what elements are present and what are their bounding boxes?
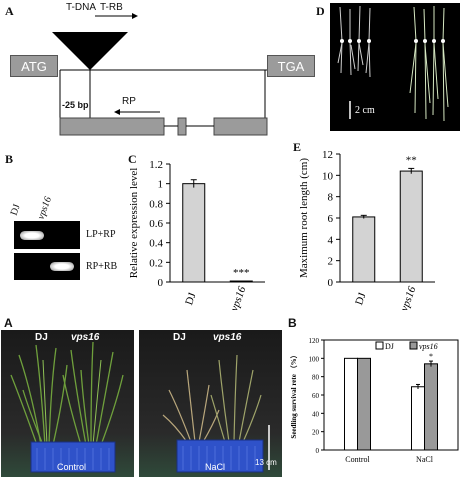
y-tick-label: 20 bbox=[312, 429, 320, 437]
exon-1 bbox=[59, 117, 165, 136]
y-tick-label: 0 bbox=[158, 277, 164, 289]
gel-band bbox=[50, 262, 74, 271]
panel-b2-label: B bbox=[288, 316, 297, 330]
significance-label: * bbox=[429, 352, 433, 361]
nacl-label: NaCl bbox=[205, 462, 226, 472]
y-tick-label: 12 bbox=[322, 149, 333, 161]
bar bbox=[182, 183, 206, 283]
atg-box: ATG bbox=[10, 55, 58, 77]
y-tick-label: 10 bbox=[322, 170, 334, 182]
seedling-photo: 2 cm bbox=[330, 3, 460, 131]
control-label: Control bbox=[57, 462, 87, 472]
legend-swatch bbox=[409, 341, 418, 350]
control-dj-label: DJ bbox=[35, 332, 48, 343]
significance-label: ** bbox=[406, 154, 417, 166]
y-tick-label: 0 bbox=[328, 277, 334, 289]
x-tick-label: DJ bbox=[353, 291, 369, 307]
x-tick-label: DJ bbox=[183, 291, 199, 307]
control-vps16-label: vps16 bbox=[71, 332, 100, 343]
y-tick-label: 40 bbox=[312, 410, 320, 418]
bar bbox=[229, 280, 253, 283]
plant-photo-control: DJ vps16 Control bbox=[1, 330, 134, 477]
significance-label: *** bbox=[233, 267, 250, 279]
bar bbox=[399, 170, 423, 283]
y-tick-label: 1 bbox=[158, 179, 164, 191]
exon-3 bbox=[213, 117, 268, 136]
y-tick-label: 2 bbox=[328, 256, 334, 268]
trb-label: T-RB bbox=[100, 2, 123, 13]
panel-b-label: B bbox=[5, 152, 14, 166]
x-tick-label: vps16 bbox=[228, 284, 248, 310]
control-plants bbox=[10, 341, 124, 473]
nacl-dj-label: DJ bbox=[173, 332, 186, 343]
bp-label: -25 bp bbox=[62, 100, 89, 110]
y-axis-label: Maximum root length (cm) bbox=[298, 158, 310, 278]
plant-scale-label: 13 cm bbox=[255, 458, 277, 467]
chart-c-expression: 0 0.2 0.4 0.6 0.8 1 1.2 DJ *** vps16 Relative expr… bbox=[128, 159, 265, 310]
panel-e-label: E bbox=[293, 140, 302, 154]
gel-lane-dj: DJ bbox=[8, 202, 23, 217]
panel-a2-label: A bbox=[4, 316, 13, 330]
y-tick-label: 0.4 bbox=[149, 238, 163, 250]
nacl-vps16-label: vps16 bbox=[213, 332, 242, 343]
panel-c-label: C bbox=[128, 152, 137, 166]
chart-e-root-length: 0 2 4 6 8 10 12 DJ ** vps16 Maximum root length (c… bbox=[298, 149, 435, 310]
bar bbox=[344, 357, 358, 451]
x-tick-label: vps16 bbox=[398, 284, 418, 310]
panel-d-label: D bbox=[316, 4, 325, 18]
gene-structure-diagram bbox=[52, 13, 280, 136]
gel-row-1 bbox=[14, 221, 80, 249]
rp-label: RP bbox=[122, 96, 136, 107]
panel-a-label: A bbox=[5, 4, 14, 18]
y-tick-label: 0.8 bbox=[149, 198, 163, 210]
gel-lane-vps16: vps16 bbox=[35, 195, 54, 221]
bar bbox=[411, 386, 425, 451]
x-tick-label: NaCl bbox=[416, 455, 434, 464]
y-axis-label: Relative expression level bbox=[128, 168, 140, 279]
tga-box: TGA bbox=[267, 55, 315, 77]
legend-label: vps16 bbox=[419, 342, 438, 351]
seedlings bbox=[337, 5, 449, 122]
tdna-label: T-DNA bbox=[66, 2, 96, 13]
y-tick-label: 0.2 bbox=[149, 257, 163, 269]
y-tick-label: 6 bbox=[328, 213, 334, 225]
y-tick-label: 4 bbox=[328, 234, 334, 246]
legend-swatch bbox=[375, 341, 384, 350]
y-tick-label: 60 bbox=[312, 392, 320, 400]
legend-label: DJ bbox=[385, 342, 394, 351]
y-tick-label: 120 bbox=[309, 337, 320, 345]
y-tick-label: 8 bbox=[328, 192, 334, 204]
tdna-triangle bbox=[52, 32, 128, 70]
seedling-scale-label: 2 cm bbox=[355, 105, 375, 116]
y-axis-label: Seedling survival rete （%） bbox=[290, 351, 298, 438]
exon-2 bbox=[177, 117, 187, 136]
bar bbox=[352, 216, 376, 283]
y-tick-label: 0.6 bbox=[149, 218, 163, 230]
y-tick-label: 80 bbox=[312, 374, 320, 382]
bar bbox=[357, 357, 371, 451]
nacl-plants bbox=[162, 354, 270, 473]
y-tick-label: 1.2 bbox=[149, 159, 163, 171]
y-tick-label: 0 bbox=[316, 447, 320, 455]
gel-row1-label: LP+RP bbox=[86, 229, 116, 240]
plant-photo-nacl: DJ vps16 NaCl 13 cm bbox=[139, 330, 282, 477]
x-tick-label: Control bbox=[345, 455, 370, 464]
bar bbox=[424, 363, 438, 451]
gel-row2-label: RP+RB bbox=[86, 261, 118, 272]
gel-row-2 bbox=[14, 253, 80, 280]
y-tick-label: 100 bbox=[309, 355, 320, 363]
chart-b-survival: 0 20 40 60 80 100 120 Control * NaCl DJ vps16 Seedli… bbox=[290, 337, 459, 464]
gel-band bbox=[20, 231, 44, 240]
